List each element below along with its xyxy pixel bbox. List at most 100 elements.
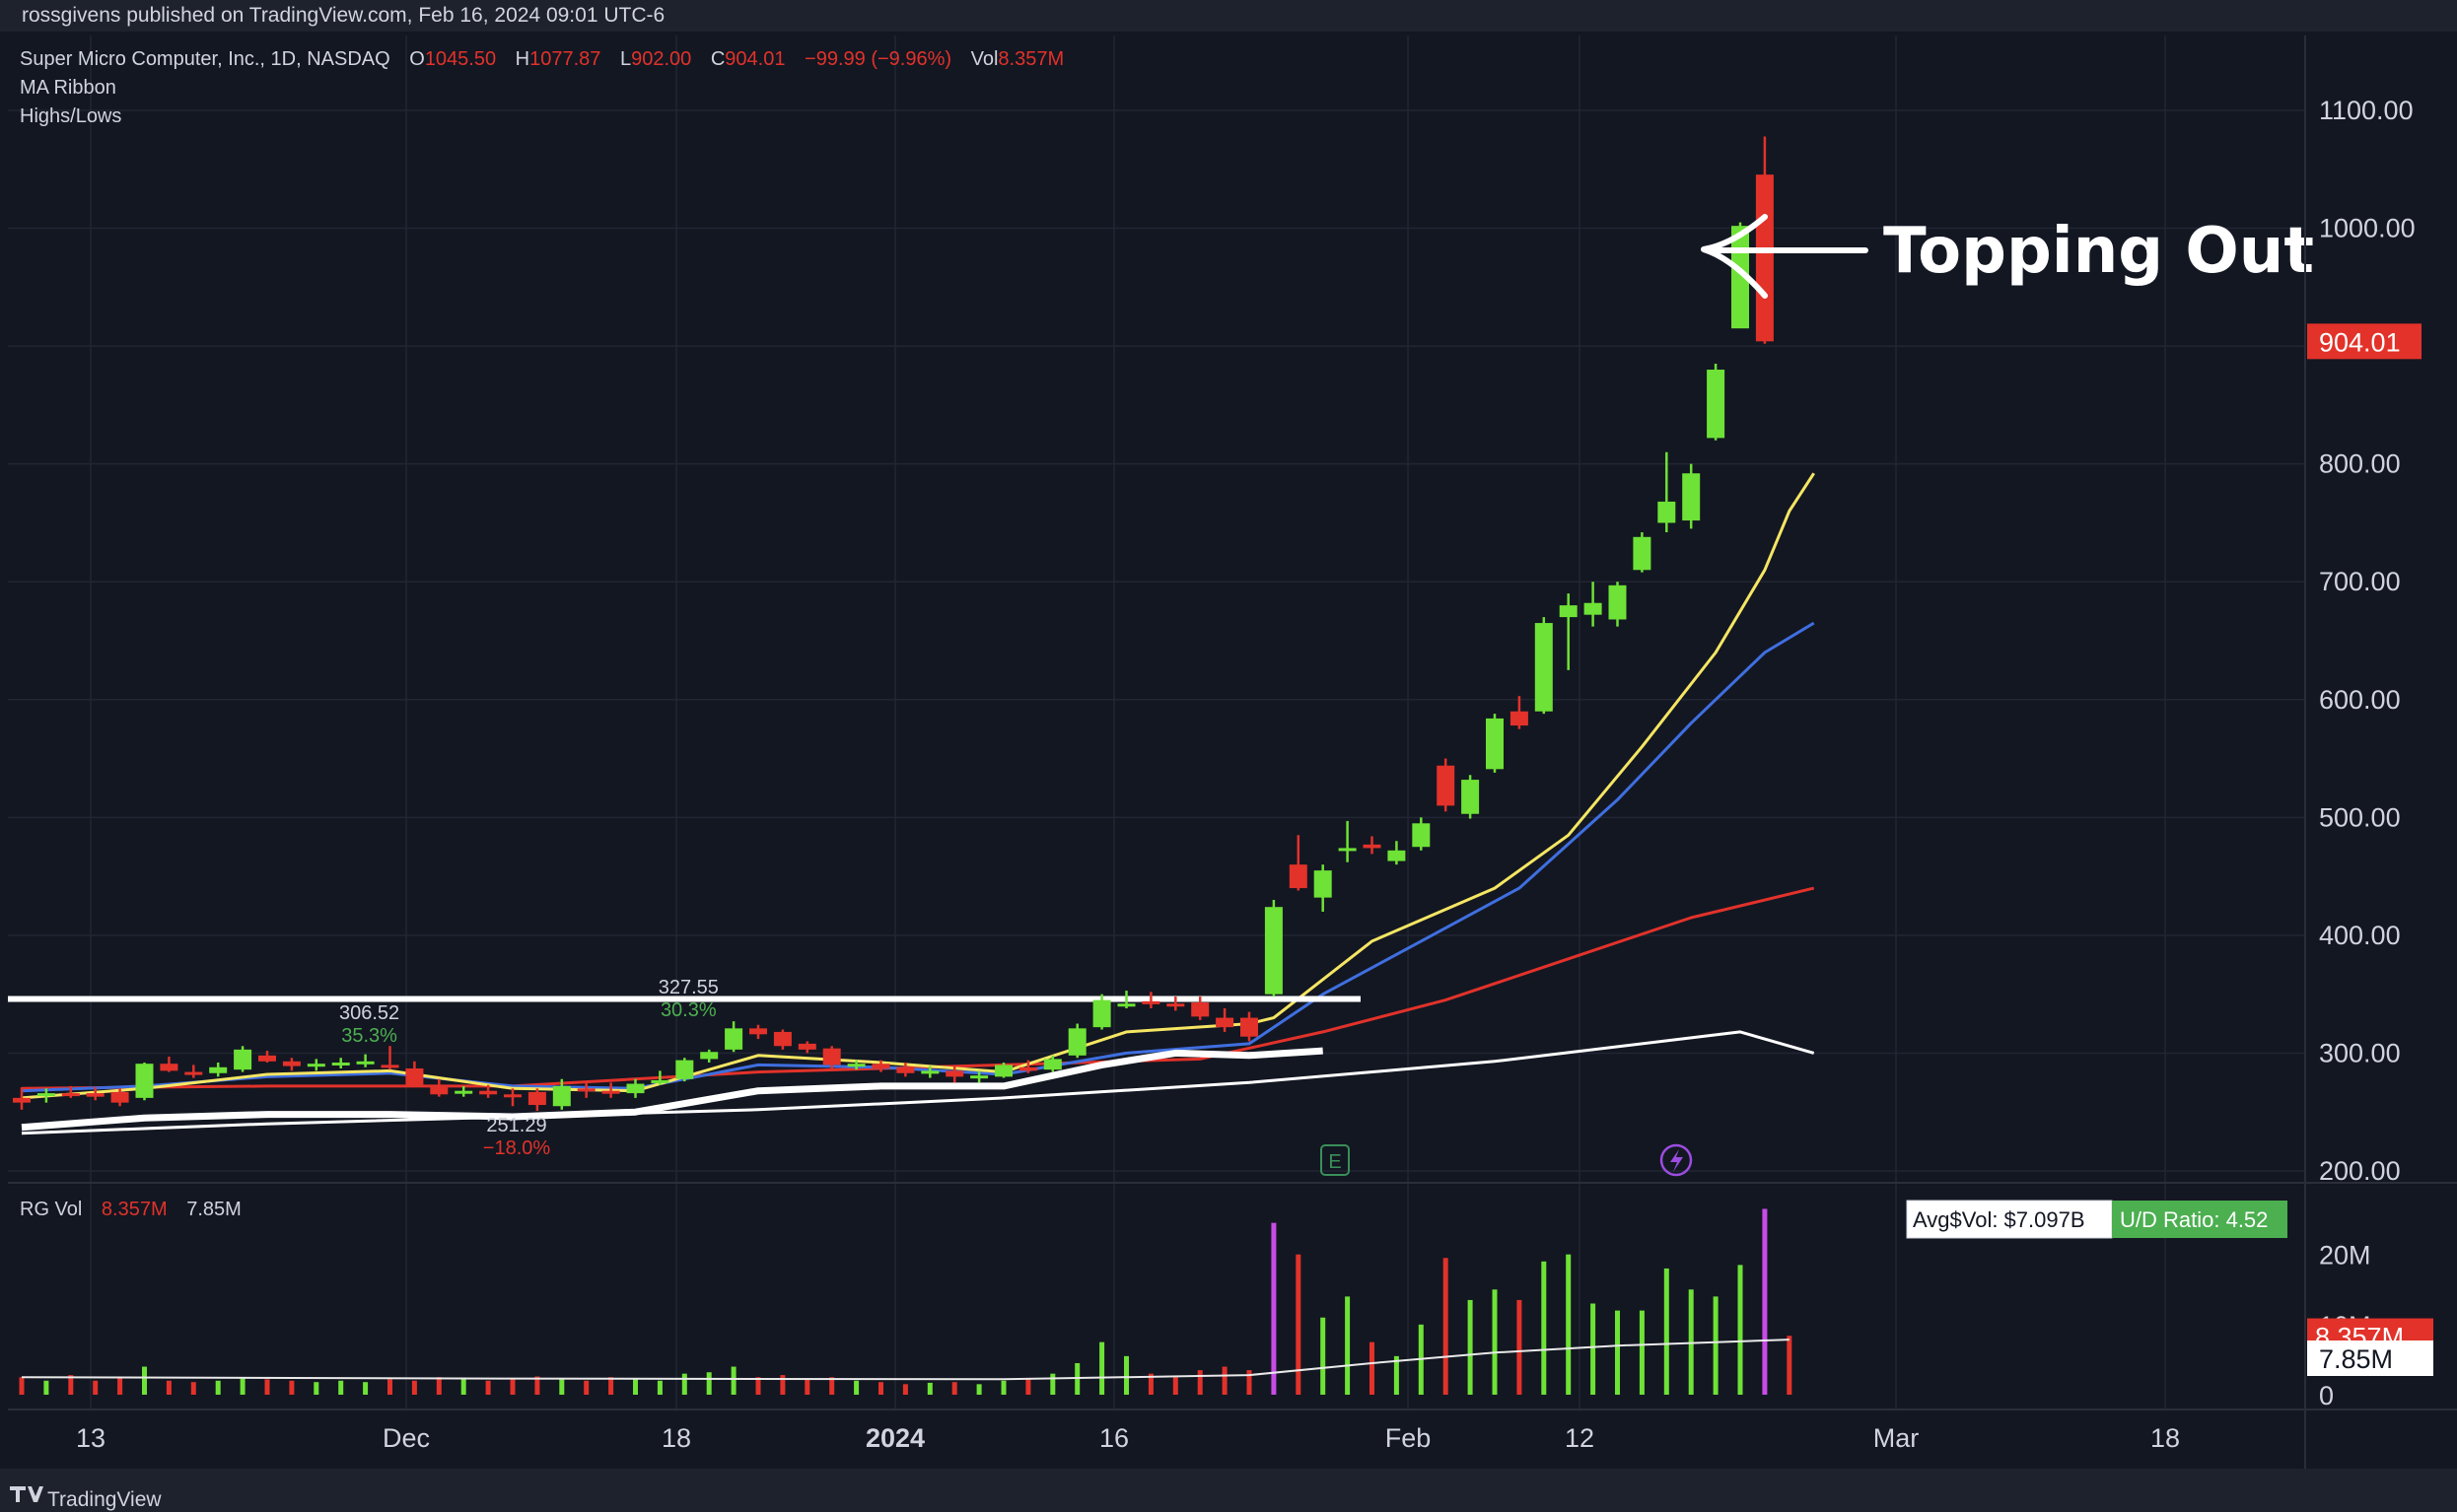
annotation-pct: −18.0% <box>483 1137 551 1159</box>
candle <box>1166 997 1185 1011</box>
volume-bar <box>951 1382 957 1395</box>
candle <box>1559 593 1578 670</box>
candle <box>970 1070 989 1083</box>
candle <box>307 1059 325 1071</box>
volume-bar <box>902 1384 908 1395</box>
volume-bar <box>657 1380 663 1395</box>
last-price-label: 904.01 <box>2319 327 2401 357</box>
volume-bar <box>1050 1373 1056 1395</box>
svg-text:Super Micro Computer, Inc., 1D: Super Micro Computer, Inc., 1D, NASDAQ O… <box>20 48 1064 70</box>
candle <box>1633 532 1651 573</box>
price-tick-label: 1000.00 <box>2319 214 2416 243</box>
price-tick-label: 1100.00 <box>2319 96 2414 125</box>
avg-volume-badge <box>2307 1340 2433 1376</box>
candle <box>61 1085 80 1098</box>
candle <box>1043 1055 1062 1072</box>
moving-average-lines <box>8 472 1815 1135</box>
volume-bar <box>1541 1261 1547 1395</box>
candle <box>1018 1060 1037 1073</box>
volume-bar <box>1345 1296 1351 1395</box>
candle <box>209 1063 228 1077</box>
candle <box>749 1024 767 1040</box>
legend-h-label: H <box>516 48 529 70</box>
volume-bar <box>387 1379 392 1395</box>
price-legend: Super Micro Computer, Inc., 1D, NASDAQ O… <box>20 48 1064 127</box>
volume-bar <box>1222 1366 1228 1395</box>
ma-mid-line <box>21 621 1815 1093</box>
candle <box>1387 841 1406 865</box>
candle <box>1240 1011 1258 1042</box>
volume-bar <box>805 1379 810 1395</box>
candle <box>626 1078 645 1098</box>
candle <box>36 1088 55 1103</box>
annotation-pct: 35.3% <box>341 1025 397 1047</box>
volume-bar <box>854 1380 860 1395</box>
ud-ratio: U/D Ratio: 4.52 <box>2120 1207 2268 1232</box>
candle <box>184 1065 203 1078</box>
candle <box>1216 1008 1234 1032</box>
volume-bar <box>363 1382 369 1395</box>
legend-o-value: 1045.50 <box>425 48 496 70</box>
volume-bar <box>68 1375 74 1395</box>
volume-bar <box>559 1379 565 1395</box>
volume-bar <box>338 1380 344 1395</box>
candle <box>725 1021 743 1053</box>
time-axis[interactable]: 13 Dec 18 2024 16 Feb 12 Mar 18 <box>76 1423 2180 1453</box>
volume-bar <box>1148 1373 1154 1395</box>
candle <box>455 1085 473 1097</box>
volume-bar <box>1787 1336 1792 1395</box>
price-tick-label: 600.00 <box>2319 685 2401 715</box>
price-tick-label: 800.00 <box>2319 449 2401 479</box>
volume-bar <box>264 1379 270 1395</box>
price-pane-bg <box>8 35 2305 1179</box>
candle <box>430 1078 449 1097</box>
candle <box>773 1029 792 1050</box>
legend-indicator-ma-ribbon[interactable]: MA Ribbon <box>20 77 116 99</box>
ma-slow-line <box>21 886 1815 1090</box>
volume-bar <box>190 1382 196 1395</box>
legend-o-label: O <box>409 48 425 70</box>
candle <box>234 1046 252 1072</box>
callout-text: Topping Out <box>1883 215 2314 288</box>
volume-tick-label: 0 <box>2319 1381 2334 1410</box>
svg-text:RG Vol 8.357M 7.85: RG Vol 8.357M 7.85M <box>20 1199 242 1220</box>
volume-bar <box>1713 1296 1719 1395</box>
volume-bar <box>510 1377 516 1395</box>
candle <box>1313 864 1332 912</box>
volume-bar <box>780 1375 786 1395</box>
volume-bar <box>1762 1208 1768 1395</box>
volume-bar <box>1124 1355 1129 1395</box>
candle <box>1534 617 1553 715</box>
candle <box>381 1046 399 1070</box>
candle <box>1264 900 1283 997</box>
volume-bar <box>411 1380 417 1395</box>
candle <box>527 1088 546 1112</box>
candle <box>86 1087 105 1101</box>
candle <box>1363 836 1381 855</box>
volume-bar <box>927 1382 933 1395</box>
volume-bar <box>142 1366 147 1395</box>
candle <box>822 1046 841 1070</box>
candle <box>1338 820 1357 862</box>
legend-c-label: C <box>711 48 725 70</box>
price-axis[interactable]: 1100.00 1000.00 800.00 700.00 600.00 500.00 40… <box>2307 96 2422 1186</box>
volume-bar <box>878 1382 883 1395</box>
time-tick-label: Feb <box>1385 1423 1432 1453</box>
annotation-price: 251.29 <box>486 1115 546 1136</box>
volume-bar <box>1442 1258 1448 1395</box>
candlestick-series <box>13 136 1774 1112</box>
legend-indicator-highs-lows[interactable]: Highs/Lows <box>20 105 121 127</box>
candle <box>896 1063 915 1077</box>
volume-bar <box>1393 1355 1399 1395</box>
earnings-marker[interactable]: E <box>1320 1144 1350 1176</box>
top-bar-bg <box>0 0 2457 32</box>
volume-bar <box>19 1377 25 1395</box>
volume-legend-avg: 7.85M <box>186 1199 242 1220</box>
candle <box>1682 463 1701 529</box>
last-price-badge <box>2307 323 2422 360</box>
volume-bar <box>1025 1377 1031 1395</box>
volume-bar <box>1271 1222 1277 1395</box>
lightning-event-icon[interactable] <box>1659 1143 1693 1177</box>
